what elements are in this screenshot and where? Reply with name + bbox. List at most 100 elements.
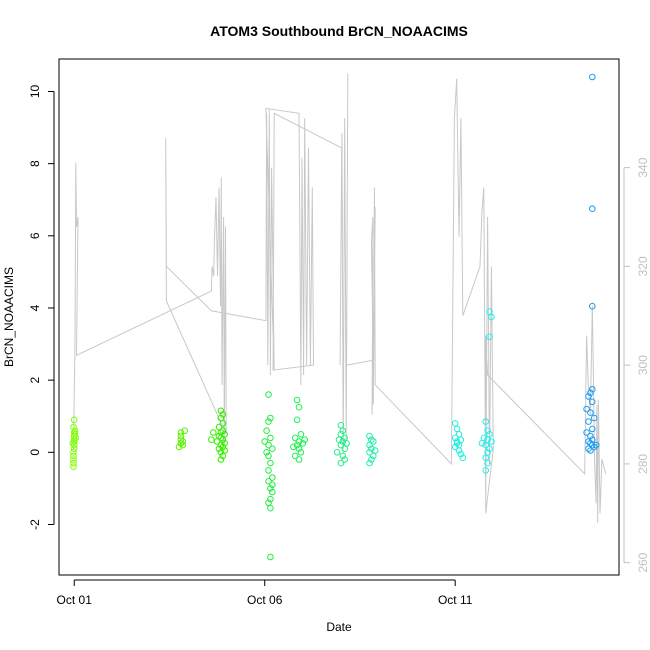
data-point xyxy=(267,504,274,512)
data-point xyxy=(217,407,225,415)
data-point xyxy=(70,459,77,467)
data-point xyxy=(337,459,345,467)
data-point xyxy=(267,553,274,561)
data-point xyxy=(70,416,78,424)
data-point xyxy=(368,445,375,453)
y-tick-label: 2 xyxy=(28,376,42,383)
data-point xyxy=(301,436,309,444)
y2-tick-label: 260 xyxy=(636,552,650,572)
data-point xyxy=(484,427,491,435)
data-point xyxy=(71,427,79,435)
y-tick-label: 10 xyxy=(28,84,42,98)
data-point xyxy=(339,452,347,460)
data-point xyxy=(295,403,303,411)
data-point xyxy=(459,454,467,462)
data-point xyxy=(217,456,225,463)
data-point xyxy=(267,485,274,492)
data-point xyxy=(213,438,221,445)
data-point xyxy=(366,441,373,449)
chart-title: ATOM3 Southbound BrCN_NOAACIMS xyxy=(210,23,468,39)
x-tick-label: Oct 01 xyxy=(57,593,93,607)
data-point xyxy=(265,477,272,485)
x-tick-label: Oct 11 xyxy=(438,593,473,607)
data-point xyxy=(587,389,594,397)
data-point xyxy=(265,452,272,460)
data-point xyxy=(295,445,303,453)
data-point xyxy=(366,449,373,456)
data-point xyxy=(217,449,225,456)
data-point xyxy=(337,441,345,449)
data-point xyxy=(370,438,377,445)
data-point xyxy=(297,431,305,438)
secondary-series-line xyxy=(73,73,607,524)
axes: Oct 01 Oct 06 Oct 11 -2 0 2 4 6 8 10 260 280 300 320 3… xyxy=(28,84,650,607)
data-point xyxy=(585,418,592,425)
data-point xyxy=(299,440,307,447)
data-point xyxy=(219,411,227,418)
data-point xyxy=(295,456,303,463)
data-point xyxy=(293,441,301,449)
data-point xyxy=(488,438,495,445)
y2-tick-label: 280 xyxy=(636,454,650,474)
data-point xyxy=(70,452,77,460)
data-point xyxy=(585,438,592,445)
x-tick-label: Oct 06 xyxy=(247,593,283,607)
data-point xyxy=(339,438,347,445)
data-point xyxy=(263,427,270,435)
y2-tick-label: 340 xyxy=(636,157,650,177)
data-point xyxy=(179,438,187,445)
data-point xyxy=(585,393,592,400)
data-point xyxy=(590,414,598,422)
data-point xyxy=(482,441,490,449)
data-point xyxy=(589,398,596,406)
data-point xyxy=(589,385,596,393)
data-point xyxy=(297,449,305,456)
data-point xyxy=(181,427,188,435)
y2-tick-label: 320 xyxy=(636,256,650,276)
data-point xyxy=(453,425,461,433)
data-point xyxy=(269,481,276,489)
data-point xyxy=(486,445,493,453)
y-axis-label: BrCN_NOAACIMS xyxy=(2,267,16,367)
data-point xyxy=(179,441,187,449)
data-point xyxy=(484,459,491,467)
data-point xyxy=(217,441,225,449)
data-point xyxy=(589,73,596,81)
data-point xyxy=(69,440,76,447)
data-point xyxy=(585,445,592,453)
data-point xyxy=(587,409,594,416)
data-point xyxy=(265,418,272,425)
data-point xyxy=(482,418,490,425)
data-point xyxy=(370,452,377,460)
data-point xyxy=(339,427,347,435)
data-point xyxy=(221,440,228,447)
data-point xyxy=(208,436,215,444)
data-point xyxy=(70,441,78,449)
data-point xyxy=(70,463,77,471)
data-point xyxy=(219,427,227,435)
data-point xyxy=(590,443,598,451)
data-point xyxy=(583,405,590,413)
y-tick-label: 6 xyxy=(28,232,42,239)
data-point xyxy=(219,452,227,460)
data-point xyxy=(265,441,272,449)
data-point xyxy=(451,443,459,451)
data-point xyxy=(261,438,269,445)
data-point xyxy=(293,416,301,424)
data-point xyxy=(589,302,596,310)
data-point xyxy=(453,440,461,447)
data-point xyxy=(583,429,590,436)
data-point xyxy=(366,459,373,467)
data-point xyxy=(177,429,185,436)
data-point xyxy=(263,449,270,456)
plot-frame xyxy=(58,58,620,576)
data-point xyxy=(267,495,274,503)
data-point xyxy=(589,425,596,433)
data-point xyxy=(267,414,274,422)
data-point xyxy=(177,440,185,447)
data-point xyxy=(368,456,375,463)
y-tick-label: 8 xyxy=(28,160,42,167)
data-point xyxy=(269,488,276,496)
secondary-line-layer xyxy=(73,73,607,524)
